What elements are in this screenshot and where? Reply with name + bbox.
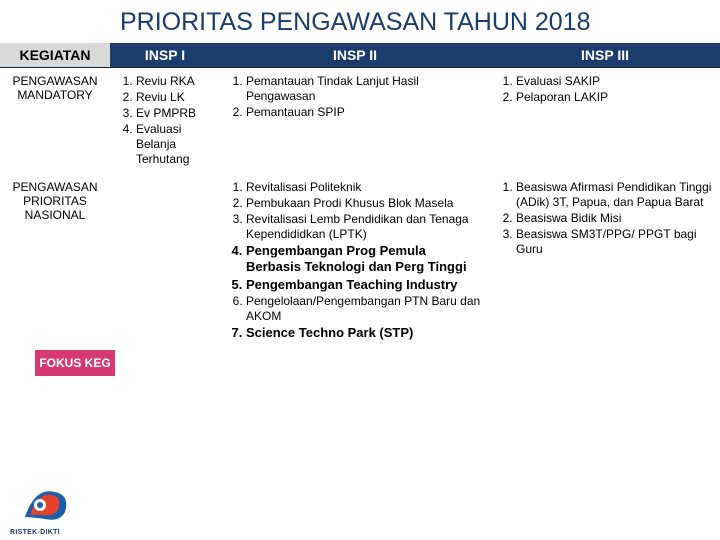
- list-item: Evaluasi Belanja Terhutang: [136, 122, 212, 167]
- list-item: Evaluasi SAKIP: [516, 74, 712, 89]
- list-item: Beasiswa Afirmasi Pendidikan Tinggi (ADi…: [516, 180, 712, 210]
- list-item: Revitalisasi Lemb Pendidikan dan Tenaga …: [246, 212, 482, 242]
- fokus-badge: FOKUS KEG: [35, 350, 115, 376]
- table-header-row: KEGIATAN INSP I INSP II INSP III: [0, 43, 720, 68]
- insp3-list: Evaluasi SAKIP Pelaporan LAKIP: [498, 74, 712, 105]
- table-row: PENGAWASAN PRIORITAS NASIONAL Revitalisa…: [0, 174, 720, 348]
- col-header-insp3: INSP III: [490, 43, 720, 68]
- logo-text: RISTEK-DIKTI: [10, 529, 60, 536]
- table-row: PENGAWASAN MANDATORY Reviu RKA Reviu LK …: [0, 68, 720, 175]
- insp3-cell: Evaluasi SAKIP Pelaporan LAKIP: [490, 68, 720, 175]
- page-title: PRIORITAS PENGAWASAN TAHUN 2018: [0, 0, 720, 43]
- insp2-list: Pemantauan Tindak Lanjut Hasil Pengawasa…: [228, 74, 482, 120]
- kegiatan-cell: PENGAWASAN PRIORITAS NASIONAL: [0, 174, 110, 348]
- list-item: Pelaporan LAKIP: [516, 90, 712, 105]
- insp1-cell: Reviu RKA Reviu LK Ev PMPRB Evaluasi Bel…: [110, 68, 220, 175]
- list-item: Ev PMPRB: [136, 106, 212, 121]
- list-item: Pembukaan Prodi Khusus Blok Masela: [246, 196, 482, 211]
- list-item: Pengembangan Prog Pemula Berbasis Teknol…: [246, 243, 482, 276]
- list-item: Science Techno Park (STP): [246, 325, 482, 341]
- insp2-cell: Revitalisasi Politeknik Pembukaan Prodi …: [220, 174, 490, 348]
- list-item: Reviu RKA: [136, 74, 212, 89]
- list-item: Pemantauan Tindak Lanjut Hasil Pengawasa…: [246, 74, 482, 104]
- insp1-list: Reviu RKA Reviu LK Ev PMPRB Evaluasi Bel…: [118, 74, 212, 167]
- logo-icon: [10, 477, 100, 532]
- list-item: Beasiswa Bidik Misi: [516, 211, 712, 226]
- list-item: Beasiswa SM3T/PPG/ PPGT bagi Guru: [516, 227, 712, 257]
- insp1-cell: [110, 174, 220, 348]
- list-item: Reviu LK: [136, 90, 212, 105]
- insp3-list: Beasiswa Afirmasi Pendidikan Tinggi (ADi…: [498, 180, 712, 257]
- col-header-insp2: INSP II: [220, 43, 490, 68]
- insp2-cell: Pemantauan Tindak Lanjut Hasil Pengawasa…: [220, 68, 490, 175]
- list-item: Pengembangan Teaching Industry: [246, 277, 482, 293]
- col-header-insp1: INSP I: [110, 43, 220, 68]
- list-item: Pemantauan SPIP: [246, 105, 482, 120]
- ristek-dikti-logo: [10, 477, 100, 532]
- insp3-cell: Beasiswa Afirmasi Pendidikan Tinggi (ADi…: [490, 174, 720, 348]
- list-item: Pengelolaan/Pengembangan PTN Baru dan AK…: [246, 294, 482, 324]
- priority-table: KEGIATAN INSP I INSP II INSP III PENGAWA…: [0, 43, 720, 348]
- col-header-kegiatan: KEGIATAN: [0, 43, 110, 68]
- kegiatan-cell: PENGAWASAN MANDATORY: [0, 68, 110, 175]
- list-item: Revitalisasi Politeknik: [246, 180, 482, 195]
- insp2-list: Revitalisasi Politeknik Pembukaan Prodi …: [228, 180, 482, 341]
